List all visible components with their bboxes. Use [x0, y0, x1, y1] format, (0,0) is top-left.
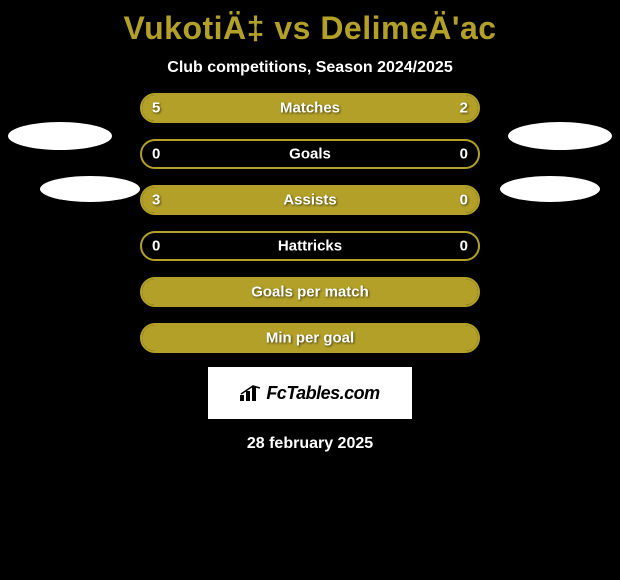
stat-row: Goals per match: [140, 277, 480, 307]
stat-label: Matches: [280, 100, 340, 117]
logo-box: FcTables.com: [208, 367, 412, 419]
value-left: 0: [152, 146, 160, 163]
logo: FcTables.com: [240, 383, 379, 404]
value-left: 5: [152, 100, 160, 117]
stat-label: Min per goal: [266, 330, 354, 347]
stat-row: 0 0 Goals: [140, 139, 480, 169]
fill-left: [142, 187, 404, 213]
decorative-ellipse: [508, 122, 612, 150]
decorative-ellipse: [8, 122, 112, 150]
value-right: 0: [460, 238, 468, 255]
stat-label: Goals per match: [251, 284, 369, 301]
stat-label: Assists: [283, 192, 336, 209]
value-left: 3: [152, 192, 160, 209]
value-left: 0: [152, 238, 160, 255]
value-right: 2: [460, 100, 468, 117]
page-title: VukotiÄ‡ vs DelimeÄ'ac: [0, 0, 620, 47]
stat-row: 5 2 Matches: [140, 93, 480, 123]
value-right: 0: [460, 146, 468, 163]
date-text: 28 february 2025: [0, 435, 620, 453]
value-right: 0: [460, 192, 468, 209]
logo-text: FcTables.com: [266, 383, 379, 404]
decorative-ellipse: [40, 176, 140, 202]
stat-row: Min per goal: [140, 323, 480, 353]
chart-icon: [240, 385, 262, 401]
stat-row: 3 0 Assists: [140, 185, 480, 215]
decorative-ellipse: [500, 176, 600, 202]
fill-left: [142, 95, 377, 121]
page-subtitle: Club competitions, Season 2024/2025: [0, 59, 620, 77]
stat-label: Goals: [289, 146, 331, 163]
stat-row: 0 0 Hattricks: [140, 231, 480, 261]
stat-label: Hattricks: [278, 238, 342, 255]
